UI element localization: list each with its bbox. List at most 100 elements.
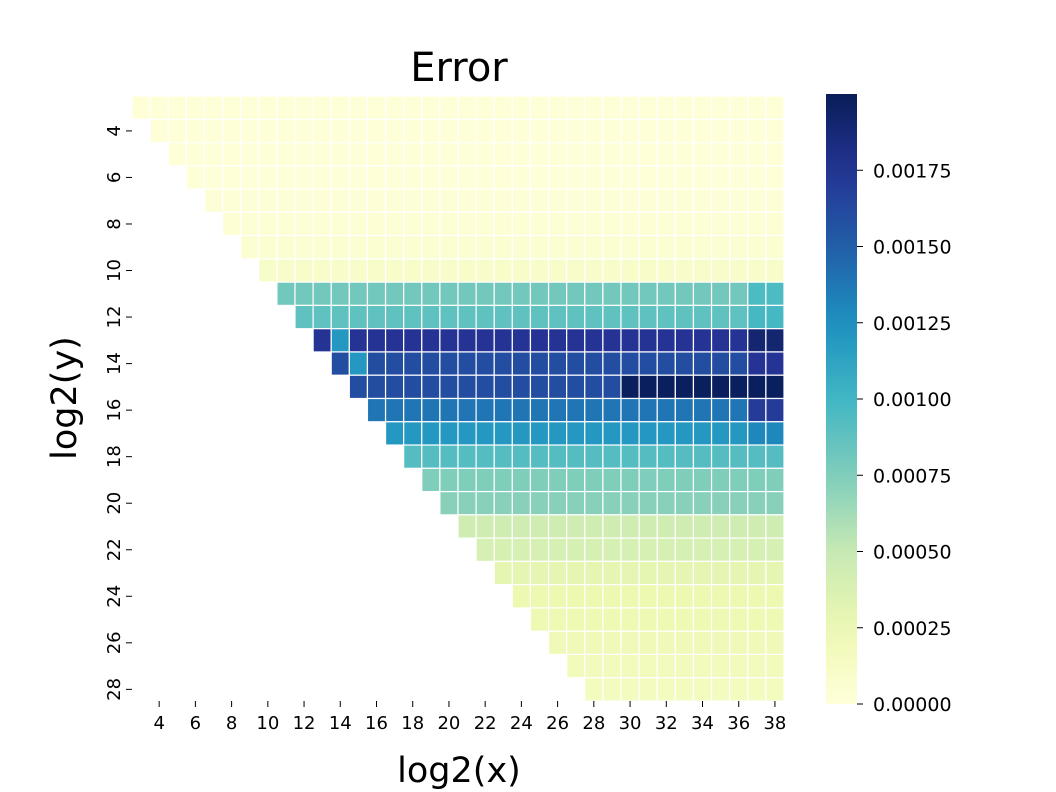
heatmap-cell [747,537,767,562]
heatmap-cell [638,467,658,493]
heatmap-cell [493,304,513,330]
heatmap-cell [674,165,695,190]
heatmap-cell [348,95,369,120]
x-tick-label: 36 [727,713,750,734]
heatmap-cell [566,653,586,679]
heatmap-cell [384,141,405,167]
heatmap-cell [529,560,550,586]
heatmap-cell [403,444,423,469]
heatmap-cell [475,281,495,307]
heatmap-cell [493,235,513,260]
heatmap-cell [638,188,658,213]
heatmap-cell [584,304,604,330]
heatmap-cell [729,95,749,120]
heatmap-cell [294,188,314,213]
heatmap-cell [674,188,695,213]
heatmap-cell [566,235,586,260]
heatmap-cell [294,304,314,330]
heatmap-cell [620,397,640,423]
heatmap-cell [403,95,423,120]
colorbar-tick-label: 0.00025 [873,618,952,640]
heatmap-cell [457,514,477,539]
colorbar-tick-label: 0.00100 [873,389,952,411]
heatmap-cell [566,304,586,330]
heatmap-cell [710,374,731,400]
heatmap-cell [511,421,532,446]
heatmap-cell [439,95,459,120]
heatmap-cell [348,141,369,167]
y-tick-label: 6 [104,172,125,183]
heatmap-cell [765,95,785,120]
heatmap-cell [602,141,622,167]
heatmap-cell [638,537,658,562]
heatmap-cell [403,328,423,353]
heatmap-cell [511,235,532,260]
heatmap-cell [493,351,513,376]
heatmap-cell [421,95,441,120]
heatmap-cell [674,653,695,679]
heatmap-cell [729,328,749,353]
heatmap-cell [638,235,658,260]
heatmap-cell [366,258,387,283]
heatmap-cell [312,95,332,120]
heatmap-cell [765,607,785,632]
heatmap-cell [674,374,695,400]
heatmap-cell [493,444,513,469]
heatmap-cell [475,304,495,330]
heatmap-cell [710,514,731,539]
heatmap-cell [765,537,785,562]
heatmap-cell [185,165,206,190]
heatmap-cell [765,584,785,609]
heatmap-cell [584,607,604,632]
heatmap-cell [529,118,550,144]
heatmap-cell [584,514,604,539]
heatmap-cell [584,444,604,469]
heatmap-cell [620,258,640,283]
heatmap-cell [692,328,713,353]
heatmap-cell [366,141,387,167]
heatmap-cell [729,560,749,586]
heatmap-cell [656,421,676,446]
heatmap-cell [493,467,513,493]
heatmap-cell [330,281,350,307]
heatmap-cell [511,281,532,307]
heatmap-cell [366,165,387,190]
heatmap-cell [475,211,495,237]
heatmap-cell [403,211,423,237]
heatmap-cell [656,467,676,493]
heatmap-cell [366,397,387,423]
heatmap-cell [547,304,568,330]
heatmap-cell [620,95,640,120]
heatmap-cell [620,490,640,516]
heatmap-cell [692,351,713,376]
heatmap-cell [747,95,767,120]
heatmap-cell [602,328,622,353]
heatmap-cell [710,537,731,562]
x-tick-label: 32 [655,713,678,734]
heatmap-cell [221,141,242,167]
heatmap-cell [475,421,495,446]
heatmap-cell [692,444,713,469]
heatmap-cell [348,374,369,400]
heatmap-cell [276,165,296,190]
heatmap-cell [584,165,604,190]
heatmap-cell [729,514,749,539]
heatmap-cell [602,188,622,213]
heatmap-cell [656,537,676,562]
heatmap-cell [475,514,495,539]
heatmap-cell [547,584,568,609]
heatmap-cell [294,281,314,307]
heatmap-cell [747,281,767,307]
heatmap-cell [439,235,459,260]
heatmap-cell [439,374,459,400]
heatmap-cell [620,304,640,330]
heatmap-cell [620,421,640,446]
heatmap-cell [439,467,459,493]
heatmap-cell [457,467,477,493]
heatmap-cell [529,304,550,330]
x-tick-label: 34 [691,713,714,734]
heatmap-cell [584,490,604,516]
heatmap-cell [584,281,604,307]
heatmap-cell [258,211,278,237]
